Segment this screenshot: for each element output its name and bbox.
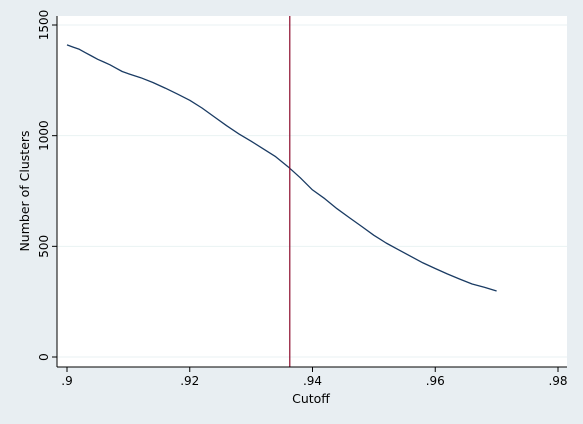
y-axis-ticks: 0 500 1000 1500 bbox=[37, 10, 57, 361]
x-tick-label: .98 bbox=[548, 374, 567, 388]
y-tick-label: 0 bbox=[37, 353, 51, 361]
grid-lines bbox=[57, 24, 567, 358]
x-axis-ticks: .9 .92 .94 .96 .98 bbox=[61, 367, 568, 388]
y-tick-label: 500 bbox=[37, 235, 51, 258]
x-axis-title: Cutoff bbox=[292, 391, 330, 406]
x-tick-label: .94 bbox=[303, 374, 322, 388]
plot-area bbox=[57, 16, 567, 367]
series-layer bbox=[66, 44, 497, 292]
x-tick-label: .96 bbox=[426, 374, 445, 388]
y-tick-label: 1000 bbox=[37, 120, 51, 151]
x-tick-label: .9 bbox=[61, 374, 72, 388]
x-tick-label: .92 bbox=[180, 374, 199, 388]
y-axis-title: Number of Clusters bbox=[17, 130, 32, 251]
y-tick-label: 1500 bbox=[37, 10, 51, 41]
series-line bbox=[66, 44, 497, 292]
